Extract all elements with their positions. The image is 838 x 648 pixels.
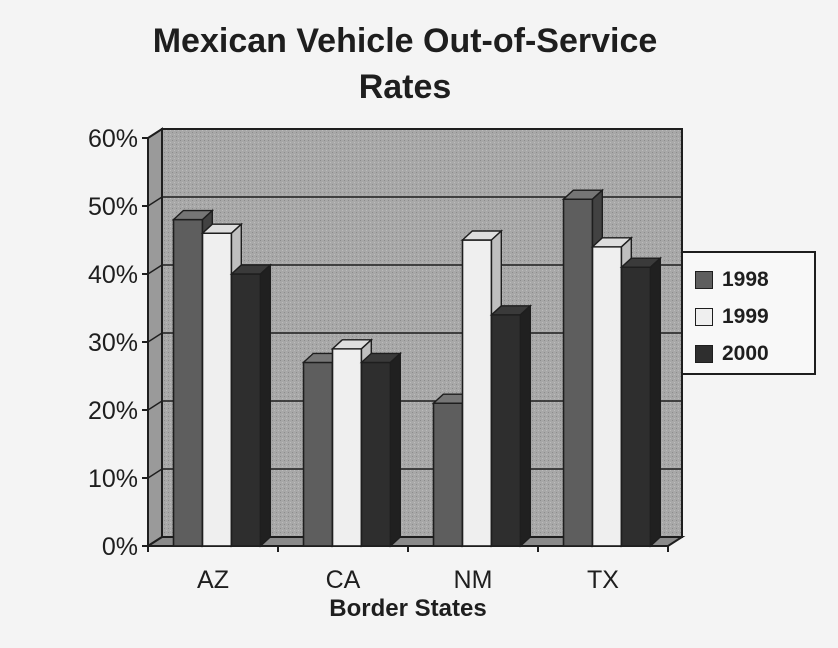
x-tick-label: CA [326,566,361,594]
y-tick-label: 40% [88,261,138,289]
legend-item: 1998 [683,261,814,298]
bar [302,361,334,547]
bar [331,347,363,547]
bar [230,273,262,547]
x-tick-label: TX [587,566,619,594]
legend-swatch [695,270,713,289]
y-tick-label: 0% [102,533,138,561]
x-tick-label: AZ [197,566,229,594]
gridline-side [147,264,163,275]
y-tick-label: 30% [88,329,138,357]
chart-title: Mexican Vehicle Out-of-Service Rates [60,18,750,110]
bar-side [519,304,531,548]
bar [432,402,464,547]
y-tick-label: 10% [88,465,138,493]
bar [172,218,204,547]
y-tick-label: 50% [88,193,138,221]
legend-label: 2000 [722,341,769,365]
gridline-side [147,128,163,139]
legend-label: 1999 [722,304,769,328]
chart-title-line-2: Rates [358,68,452,106]
gridline-side [147,196,163,207]
bar [461,239,493,547]
legend-item: 1999 [683,298,814,335]
y-tick-label: 20% [88,397,138,425]
legend-label: 1998 [722,267,769,291]
bar [562,198,594,547]
bar-side [649,256,661,548]
gridline-side [147,332,163,343]
bar [490,313,522,547]
legend-item: 2000 [683,335,814,372]
chart-title-line-1: Mexican Vehicle Out-of-Service [152,22,658,60]
bar-side [259,263,271,548]
x-axis-title: Border States [329,595,486,622]
gridline-side [147,400,163,411]
bar [620,266,652,547]
y-tick-label: 60% [88,125,138,153]
x-tick-label: NM [454,566,493,594]
bar [360,361,392,547]
gridline-side [147,468,163,479]
legend: 1998 1999 2000 [681,251,816,375]
bar [591,246,623,547]
bar [201,232,233,547]
bar-side [389,351,401,548]
legend-swatch [695,307,713,326]
legend-swatch [695,344,713,363]
